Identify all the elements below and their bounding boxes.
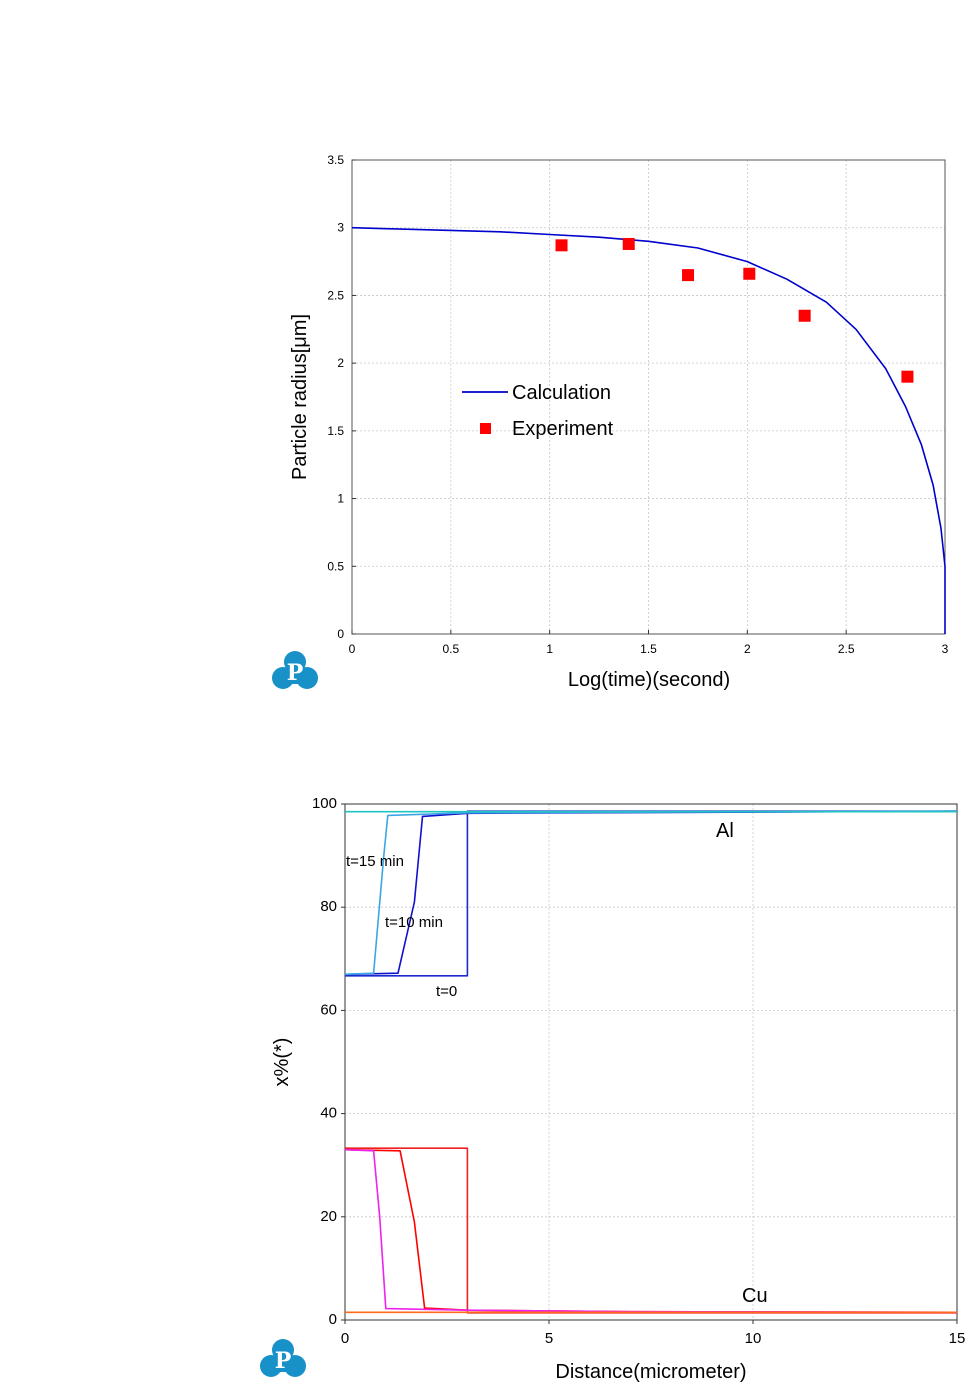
series-line-1-0 xyxy=(345,810,957,977)
y-tick-label: 2 xyxy=(337,356,344,370)
legend-experiment-label: Experiment xyxy=(512,418,614,440)
brand-logo-icon: P xyxy=(260,1339,306,1377)
x-tick-label: 0 xyxy=(341,1330,349,1347)
chart1-gridlines xyxy=(352,160,945,634)
chart1-y-ticks: 0 0.5 1 1.5 2 2.5 3 3.5 xyxy=(327,153,356,641)
y-tick-label: 20 xyxy=(320,1208,337,1225)
y-tick-label: 0 xyxy=(337,627,344,641)
svg-text:P: P xyxy=(287,660,304,686)
y-tick-label: 0 xyxy=(329,1311,337,1328)
chart1-series xyxy=(351,226,946,634)
chart1: 0 0.5 1 1.5 2 2.5 3 0 0.5 1 1.5 2 2.5 3 3.5 Log(time)… xyxy=(289,153,949,691)
y-tick-label: 60 xyxy=(320,1001,337,1018)
series-line-0-0 xyxy=(351,226,946,634)
chart2-x-ticks: 0 5 10 15 xyxy=(341,1320,966,1347)
legend-experiment-swatch xyxy=(480,423,491,434)
experiment-point xyxy=(622,237,635,250)
annotation-al: Al xyxy=(716,820,734,842)
annotation-t10: t=10 min xyxy=(385,914,443,931)
chart2: 0 5 10 15 0 20 40 60 80 100 Al Cu t=15 min t=10 … xyxy=(271,795,965,1383)
y-tick-label: 3 xyxy=(337,221,344,235)
brand-logo-icon: P xyxy=(272,651,318,689)
x-tick-label: 1.5 xyxy=(640,642,657,656)
chart2-plot-frame xyxy=(344,803,958,1321)
chart2-y-axis-label: x%(*) xyxy=(271,1038,293,1087)
chart1-x-ticks: 0 0.5 1 1.5 2 2.5 3 xyxy=(349,630,949,656)
y-tick-label: 40 xyxy=(320,1105,337,1122)
y-tick-label: 0.5 xyxy=(327,559,344,573)
y-tick-label: 100 xyxy=(312,795,337,812)
annotation-cu: Cu xyxy=(742,1285,768,1307)
experiment-point xyxy=(798,309,811,322)
y-tick-label: 1 xyxy=(337,492,344,506)
series-line-1-1 xyxy=(344,810,958,976)
experiment-point xyxy=(901,370,914,383)
x-tick-label: 10 xyxy=(745,1330,762,1347)
y-tick-label: 80 xyxy=(320,898,337,915)
legend-calculation-label: Calculation xyxy=(512,382,611,404)
x-tick-label: 1 xyxy=(546,642,553,656)
svg-text:P: P xyxy=(275,1348,292,1374)
chart1-legend: Calculation Experiment xyxy=(462,382,614,440)
x-tick-label: 5 xyxy=(545,1330,553,1347)
x-tick-label: 2 xyxy=(744,642,751,656)
series-line-1-4 xyxy=(345,1147,957,1314)
series-line-1-2 xyxy=(344,810,958,976)
annotation-t15: t=15 min xyxy=(346,853,404,870)
y-tick-label: 1.5 xyxy=(327,424,344,438)
series-line-1-6 xyxy=(344,1148,958,1314)
annotation-t0: t=0 xyxy=(436,983,457,1000)
y-tick-label: 3.5 xyxy=(327,153,344,167)
chart2-y-ticks: 0 20 40 60 80 100 xyxy=(312,795,345,1328)
chart2-series xyxy=(344,810,958,1314)
experiment-point xyxy=(743,267,756,280)
chart2-x-axis-label: Distance(micrometer) xyxy=(555,1361,746,1383)
chart1-y-axis-label: Particle radius[μm] xyxy=(289,314,311,480)
chart1-x-axis-label: Log(time)(second) xyxy=(568,669,730,691)
x-tick-label: 15 xyxy=(949,1330,966,1347)
experiment-point xyxy=(555,239,568,252)
y-tick-label: 2.5 xyxy=(327,288,344,302)
series-line-1-5 xyxy=(344,1148,958,1314)
experiment-point xyxy=(682,269,695,282)
x-tick-label: 0 xyxy=(349,642,356,656)
x-tick-label: 2.5 xyxy=(838,642,855,656)
chart2-gridlines xyxy=(345,804,957,1320)
x-tick-label: 3 xyxy=(942,642,949,656)
x-tick-label: 0.5 xyxy=(442,642,459,656)
